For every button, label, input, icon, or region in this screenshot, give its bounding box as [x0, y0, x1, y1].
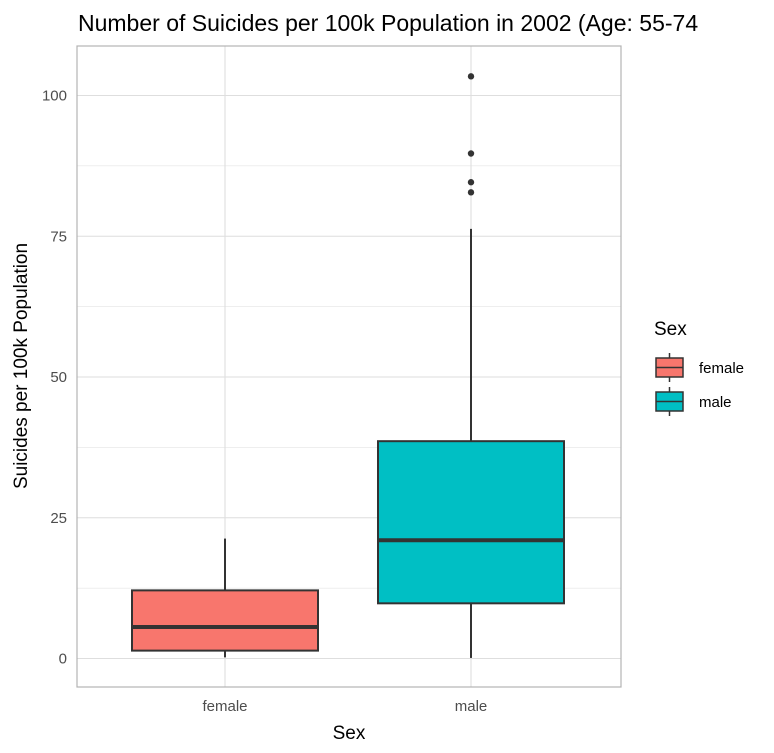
box-female: [131, 538, 319, 658]
y-tick-label: 75: [50, 228, 67, 245]
box-male: [377, 73, 565, 658]
legend-keys: female male: [655, 353, 744, 416]
x-tick-label: male: [455, 698, 488, 715]
legend-key-male: male: [655, 387, 732, 416]
chart-title: Number of Suicides per 100k Population i…: [78, 10, 698, 36]
legend-title: Sex: [654, 319, 687, 340]
outlier-point: [467, 73, 475, 80]
y-axis-title: Suicides per 100k Population: [11, 243, 32, 489]
panel-border: [76, 45, 622, 688]
y-tick-label: 0: [59, 651, 67, 668]
y-tick-label: 50: [50, 369, 67, 386]
outlier-point: [467, 179, 475, 186]
iqr-box: [131, 589, 319, 652]
x-tick-label: female: [202, 698, 247, 715]
outlier-point: [467, 150, 475, 157]
x-axis-title: Sex: [333, 723, 366, 744]
legend-key-female: female: [655, 353, 744, 382]
iqr-box: [377, 440, 565, 605]
y-tick-label: 25: [50, 510, 67, 527]
boxes: [131, 73, 565, 658]
legend-label: female: [699, 360, 744, 377]
legend: Sex female male: [654, 319, 744, 416]
outlier-point: [467, 189, 475, 196]
x-tick-labels: female male: [202, 698, 487, 715]
y-tick-labels: 0 25 50 75 100: [42, 88, 67, 668]
legend-label: male: [699, 394, 732, 411]
y-tick-label: 100: [42, 88, 67, 105]
